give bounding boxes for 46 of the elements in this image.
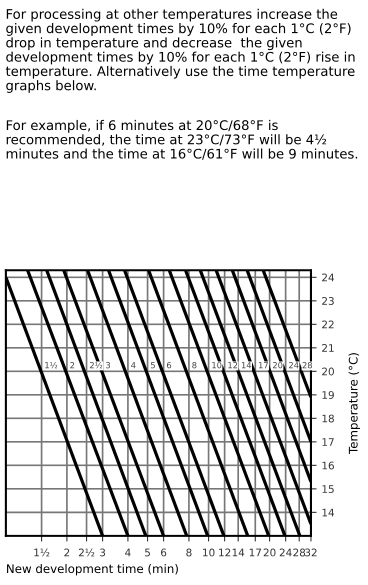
x-tick-label: 2 — [64, 548, 70, 556]
x-tick-label: 4 — [125, 548, 131, 556]
annotation: 6 — [166, 362, 172, 368]
x-tick-label: 28 — [293, 548, 306, 556]
y-tick-label: 21 — [322, 344, 334, 352]
text: For example, if 6 minutes at 20°C/68°F is recommended, the time at 23°C/73°F will be 4½ minutes and the time at 16°C/61°F will be 9 minutes. — [6, 120, 358, 160]
x-tick-label: 1½ — [34, 548, 50, 556]
x-tick-label: 14 — [232, 548, 244, 556]
annotation: 14 — [242, 362, 252, 368]
annotation: 24 — [289, 362, 299, 368]
x-tick-label: 32 — [305, 548, 317, 556]
annotation: 4 — [131, 362, 136, 368]
annotation: 10 — [212, 362, 222, 368]
annotation: 3 — [106, 362, 110, 368]
y-tick-label: 24 — [322, 274, 334, 282]
x-tick-label: 6 — [161, 548, 166, 556]
annotation: 28 — [302, 362, 312, 368]
y-tick-label: 17 — [322, 438, 334, 446]
annotation: 17 — [258, 362, 268, 368]
x-axis-title: New development time (min) — [7, 564, 178, 576]
x-tick-label: 12 — [219, 548, 230, 556]
text: For processing at other temperatures increase the given development times by 10% for each 1°C (2°F) drop in temperature and decrease the given development times by 10% for each 1°C (2°F) rise in temperature. Alternatively use the time temperature graphs below. — [6, 8, 355, 93]
annotation: 2 — [70, 362, 74, 368]
annotation: 1½ — [45, 362, 58, 368]
y-tick-label: 14 — [322, 508, 334, 516]
annotation: 20 — [272, 362, 282, 368]
y-tick-label: 23 — [322, 297, 334, 305]
annotation: 5 — [150, 362, 155, 368]
x-tick-label: 3 — [100, 548, 106, 556]
x-tick-label: 10 — [203, 548, 215, 556]
annotation: 8 — [192, 362, 196, 368]
y-tick-label: 22 — [322, 320, 334, 328]
y-tick-label: 18 — [322, 414, 334, 422]
annotation: 12 — [228, 362, 238, 368]
y-tick-label: 15 — [322, 485, 334, 493]
y-tick-label: 20 — [322, 368, 334, 376]
x-tick-label: 24 — [280, 548, 292, 556]
annotation: 2½ — [90, 362, 102, 368]
y-axis-title: Temperature (°C) — [348, 353, 360, 454]
x-tick-label: 8 — [186, 548, 192, 556]
y-tick-label: 16 — [322, 462, 334, 470]
x-tick-label: 17 — [250, 548, 262, 556]
x-tick-label: 20 — [264, 548, 276, 556]
x-tick-label: 2½ — [78, 548, 94, 556]
x-tick-label: 5 — [145, 548, 150, 556]
y-tick-label: 19 — [322, 391, 334, 399]
